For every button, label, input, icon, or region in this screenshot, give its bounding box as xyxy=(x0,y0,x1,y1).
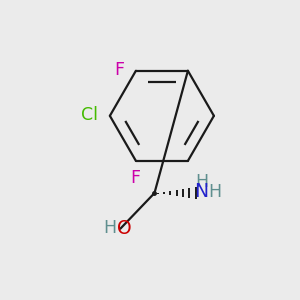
Text: N: N xyxy=(194,182,208,201)
Text: O: O xyxy=(116,219,131,238)
Text: H: H xyxy=(195,173,208,191)
Text: Cl: Cl xyxy=(81,106,98,124)
Text: H: H xyxy=(103,219,116,237)
Text: F: F xyxy=(115,61,124,79)
Text: H: H xyxy=(208,183,221,201)
Text: F: F xyxy=(130,169,141,187)
